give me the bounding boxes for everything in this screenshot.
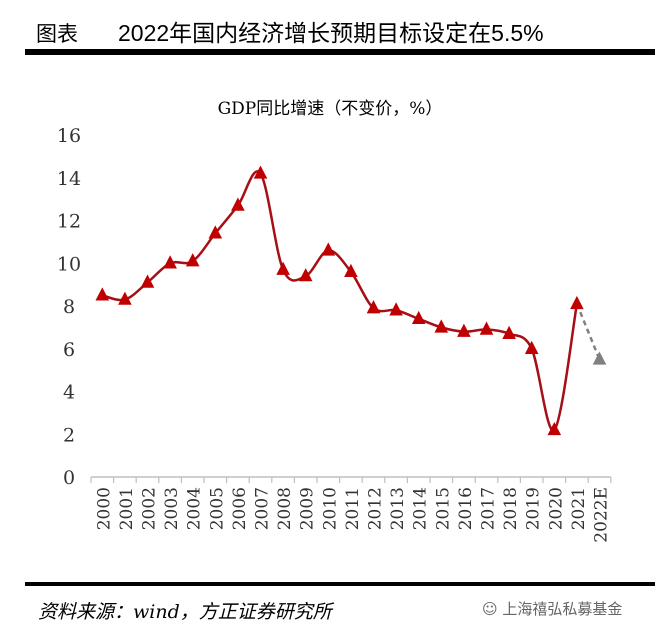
top-rule xyxy=(25,49,655,55)
y-tick-label: 4 xyxy=(63,382,75,404)
x-tick-label: 2003 xyxy=(162,487,182,530)
data-point xyxy=(118,291,132,305)
x-tick-label: 2007 xyxy=(253,487,273,530)
y-tick-label: 2 xyxy=(63,424,75,446)
x-tick-label: 2022E xyxy=(592,487,612,543)
chart-title: GDP同比增速（不变价，%） xyxy=(218,99,443,119)
y-tick-label: 6 xyxy=(63,339,75,361)
data-point xyxy=(547,421,562,436)
y-tick-label: 14 xyxy=(57,168,81,190)
data-point xyxy=(479,321,494,335)
data-point xyxy=(95,287,110,301)
data-point xyxy=(457,323,471,337)
x-tick-label: 2008 xyxy=(275,487,295,530)
bottom-rule xyxy=(25,582,655,586)
watermark-text: 上海禧弘私募基金 xyxy=(502,600,623,618)
x-tick-label: 2019 xyxy=(524,487,544,530)
data-point xyxy=(570,295,584,310)
x-tick-label: 2000 xyxy=(94,487,114,530)
y-tick-label: 12 xyxy=(57,211,81,233)
data-point xyxy=(321,242,336,256)
x-tick-label: 2001 xyxy=(117,487,137,530)
data-point xyxy=(502,325,516,339)
x-tick-label: 2004 xyxy=(185,487,205,530)
data-point xyxy=(524,340,539,354)
y-tick-label: 16 xyxy=(57,125,81,147)
data-point xyxy=(434,319,449,333)
data-point xyxy=(253,165,268,179)
data-point xyxy=(298,268,313,282)
data-point xyxy=(344,263,358,277)
y-tick-label: 10 xyxy=(57,253,81,275)
x-tick-label: 2018 xyxy=(501,487,521,530)
source-note: 资料来源：wind，方正证券研究所 xyxy=(38,601,332,623)
figure-title-text: 2022年国内经济增长预期目标设定在5.5% xyxy=(118,20,544,46)
x-tick-label: 2005 xyxy=(207,487,227,530)
x-tick-label: 2002 xyxy=(140,487,160,530)
figure-title: 图表 2022年国内经济增长预期目标设定在5.5% xyxy=(36,14,544,48)
x-tick-label: 2014 xyxy=(411,487,431,530)
x-tick-label: 2012 xyxy=(366,487,386,530)
y-tick-label: 0 xyxy=(63,467,75,489)
data-point xyxy=(231,197,245,211)
data-point xyxy=(366,300,381,314)
data-point xyxy=(185,253,200,267)
data-point xyxy=(163,255,177,269)
x-tick-label: 2017 xyxy=(479,487,499,530)
x-tick-label: 2015 xyxy=(433,487,453,530)
y-tick-label: 8 xyxy=(63,296,75,318)
data-point xyxy=(140,274,155,288)
x-tick-label: 2011 xyxy=(343,487,363,530)
x-tick-label: 2010 xyxy=(320,487,340,530)
x-tick-label: 2016 xyxy=(456,487,476,530)
x-tick-label: 2006 xyxy=(230,487,250,530)
data-point xyxy=(208,225,223,239)
figure-label: 图表 xyxy=(36,22,78,46)
forecast-line xyxy=(575,303,601,360)
x-tick-label: 2013 xyxy=(388,487,408,530)
gdp-series-line xyxy=(101,170,579,432)
data-point xyxy=(389,302,403,316)
x-tick-label: 2009 xyxy=(298,487,318,530)
watermark: ☺ 上海禧弘私募基金 xyxy=(482,600,623,618)
data-point xyxy=(411,310,426,325)
data-point xyxy=(276,261,290,275)
x-tick-label: 2020 xyxy=(546,487,566,530)
forecast-point xyxy=(592,351,607,365)
x-tick-label: 2021 xyxy=(569,487,589,530)
